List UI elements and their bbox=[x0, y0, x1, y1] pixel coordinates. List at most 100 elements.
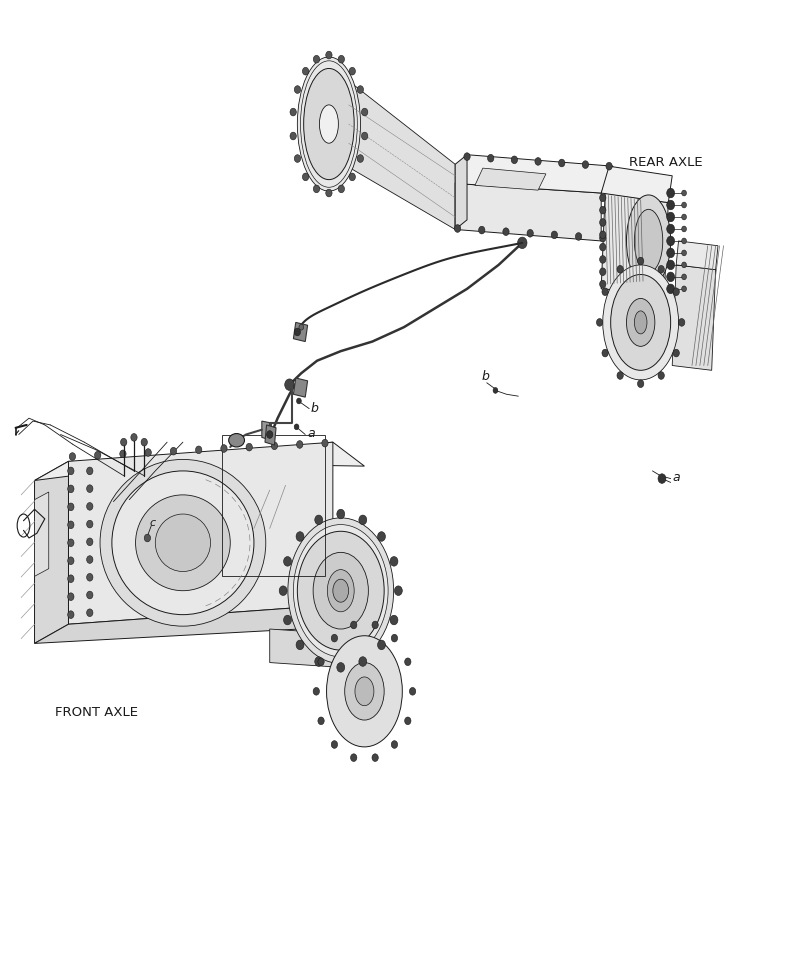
Circle shape bbox=[600, 207, 606, 214]
Ellipse shape bbox=[297, 531, 384, 650]
Circle shape bbox=[338, 185, 345, 193]
Circle shape bbox=[576, 233, 582, 240]
Circle shape bbox=[673, 288, 680, 296]
Ellipse shape bbox=[327, 570, 354, 612]
Circle shape bbox=[390, 615, 398, 625]
Circle shape bbox=[361, 109, 367, 116]
Text: b: b bbox=[482, 370, 489, 382]
Circle shape bbox=[682, 250, 687, 256]
Polygon shape bbox=[672, 265, 716, 370]
Circle shape bbox=[86, 538, 93, 546]
Circle shape bbox=[299, 324, 303, 330]
Circle shape bbox=[667, 284, 675, 294]
Circle shape bbox=[378, 640, 386, 650]
Circle shape bbox=[682, 202, 687, 208]
Circle shape bbox=[145, 449, 151, 456]
Circle shape bbox=[296, 398, 301, 404]
Polygon shape bbox=[601, 193, 668, 294]
Circle shape bbox=[314, 56, 320, 63]
Circle shape bbox=[600, 234, 606, 242]
Circle shape bbox=[67, 485, 74, 493]
Circle shape bbox=[86, 609, 93, 617]
Circle shape bbox=[349, 173, 356, 181]
Circle shape bbox=[606, 162, 612, 170]
Circle shape bbox=[551, 231, 558, 238]
Circle shape bbox=[600, 281, 606, 288]
Circle shape bbox=[349, 67, 356, 75]
Polygon shape bbox=[35, 492, 49, 577]
Circle shape bbox=[600, 268, 606, 276]
Ellipse shape bbox=[626, 299, 655, 346]
Circle shape bbox=[67, 503, 74, 510]
Circle shape bbox=[67, 539, 74, 547]
Circle shape bbox=[596, 318, 603, 326]
Circle shape bbox=[284, 556, 291, 566]
Circle shape bbox=[86, 503, 93, 510]
Polygon shape bbox=[35, 605, 333, 644]
Circle shape bbox=[331, 634, 337, 642]
Circle shape bbox=[667, 200, 675, 209]
Circle shape bbox=[600, 219, 606, 226]
Circle shape bbox=[284, 615, 291, 625]
Circle shape bbox=[318, 658, 324, 666]
Circle shape bbox=[682, 286, 687, 292]
Circle shape bbox=[314, 656, 322, 666]
Circle shape bbox=[405, 658, 411, 666]
Circle shape bbox=[503, 228, 509, 235]
Circle shape bbox=[667, 260, 675, 270]
Circle shape bbox=[170, 448, 177, 455]
Circle shape bbox=[67, 593, 74, 601]
Circle shape bbox=[679, 318, 685, 326]
Circle shape bbox=[314, 185, 320, 193]
Circle shape bbox=[246, 443, 253, 451]
Circle shape bbox=[86, 484, 93, 492]
Circle shape bbox=[658, 474, 666, 483]
Circle shape bbox=[478, 226, 485, 234]
Circle shape bbox=[361, 133, 367, 140]
Circle shape bbox=[682, 226, 687, 232]
Circle shape bbox=[667, 188, 675, 198]
Circle shape bbox=[303, 67, 309, 75]
Ellipse shape bbox=[611, 275, 671, 370]
Circle shape bbox=[331, 741, 337, 749]
Circle shape bbox=[667, 248, 675, 258]
Polygon shape bbox=[35, 442, 364, 480]
Circle shape bbox=[455, 225, 461, 233]
Circle shape bbox=[141, 438, 147, 446]
Circle shape bbox=[682, 238, 687, 244]
Circle shape bbox=[67, 467, 74, 475]
Circle shape bbox=[86, 555, 93, 563]
Circle shape bbox=[351, 621, 357, 628]
Circle shape bbox=[667, 236, 675, 246]
Circle shape bbox=[290, 109, 296, 116]
Polygon shape bbox=[293, 378, 307, 397]
Circle shape bbox=[464, 153, 470, 160]
Circle shape bbox=[391, 741, 398, 749]
Circle shape bbox=[357, 155, 364, 162]
Circle shape bbox=[667, 212, 675, 222]
Polygon shape bbox=[293, 322, 307, 341]
Circle shape bbox=[337, 662, 345, 672]
Circle shape bbox=[294, 328, 300, 335]
Ellipse shape bbox=[634, 311, 647, 333]
Ellipse shape bbox=[326, 636, 402, 747]
Circle shape bbox=[673, 349, 680, 357]
Ellipse shape bbox=[100, 459, 266, 627]
Polygon shape bbox=[35, 461, 68, 644]
Circle shape bbox=[351, 753, 357, 761]
Circle shape bbox=[313, 687, 319, 695]
Ellipse shape bbox=[603, 265, 679, 380]
Circle shape bbox=[86, 520, 93, 528]
Circle shape bbox=[658, 372, 664, 380]
Text: a: a bbox=[672, 471, 680, 483]
Circle shape bbox=[600, 194, 606, 202]
Ellipse shape bbox=[297, 57, 360, 191]
Circle shape bbox=[511, 156, 517, 163]
Circle shape bbox=[120, 438, 127, 446]
Circle shape bbox=[67, 557, 74, 564]
Ellipse shape bbox=[319, 105, 338, 143]
Circle shape bbox=[318, 717, 324, 725]
Polygon shape bbox=[455, 155, 467, 230]
Polygon shape bbox=[265, 425, 276, 445]
Circle shape bbox=[144, 534, 150, 542]
